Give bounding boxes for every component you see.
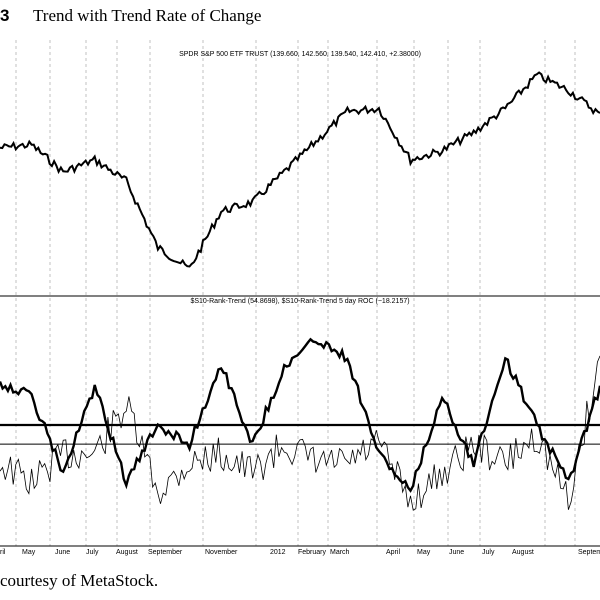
- x-tick-label: June: [55, 549, 70, 556]
- x-tick-label: September: [578, 549, 600, 556]
- x-tick-label: August: [116, 549, 138, 556]
- x-tick-label: March: [330, 549, 350, 556]
- x-tick-label: June: [449, 549, 464, 556]
- x-tick-label: May: [22, 549, 36, 556]
- x-tick-label: July: [482, 549, 495, 556]
- figure-title: Trend with Trend Rate of Change: [33, 6, 262, 25]
- x-tick-label: September: [148, 549, 183, 556]
- indicator-panel-title: $S10-Rank-Trend (54.8698), $S10-Rank-Tre…: [190, 298, 409, 305]
- rank-trend-line: [0, 337, 600, 493]
- x-tick-label: August: [512, 549, 534, 556]
- x-tick-label: May: [417, 549, 431, 556]
- rank-trend-series: [0, 337, 600, 493]
- figure-caption: 3 Trend with Trend Rate of Change: [0, 6, 600, 32]
- x-tick-label: February: [298, 549, 327, 556]
- price-series: [0, 71, 600, 268]
- x-tick-label: November: [205, 549, 238, 556]
- gridlines: [15, 40, 576, 546]
- price-line: [0, 71, 600, 268]
- roc-line: [0, 355, 600, 511]
- figure-credit: courtesy of MetaStock.: [0, 571, 159, 590]
- x-tick-label: July: [86, 549, 99, 556]
- x-tick-label: April: [386, 549, 400, 556]
- x-tick-label: ril: [0, 549, 6, 556]
- x-axis-labels: ril May June July August September November 201…: [0, 549, 600, 556]
- chart-area: SPDR S&P 500 ETF TRUST (139.660, 142.560…: [0, 40, 600, 556]
- figure-number: 3: [0, 6, 10, 25]
- price-panel-title: SPDR S&P 500 ETF TRUST (139.660, 142.560…: [179, 51, 421, 58]
- roc-series: [0, 355, 600, 511]
- x-tick-label: 2012: [270, 549, 286, 556]
- reference-lines: [0, 423, 600, 445]
